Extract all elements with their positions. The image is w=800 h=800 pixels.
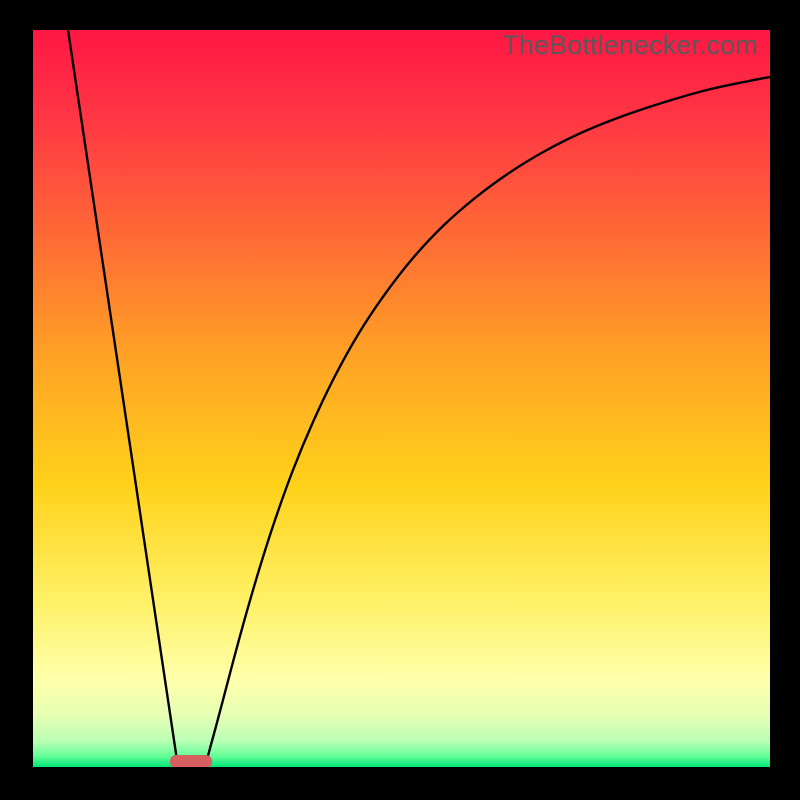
optimal-range-marker xyxy=(170,755,212,768)
left-line xyxy=(68,30,178,767)
right-curve xyxy=(205,77,770,767)
chart-frame: TheBottlenecker.com xyxy=(0,0,800,800)
bottleneck-curves xyxy=(33,30,770,767)
frame-border-bottom xyxy=(0,767,800,800)
frame-border-right xyxy=(770,0,800,800)
watermark-text: TheBottlenecker.com xyxy=(502,30,758,61)
frame-border-top xyxy=(0,0,800,30)
plot-area: TheBottlenecker.com xyxy=(33,30,770,767)
frame-border-left xyxy=(0,0,33,800)
